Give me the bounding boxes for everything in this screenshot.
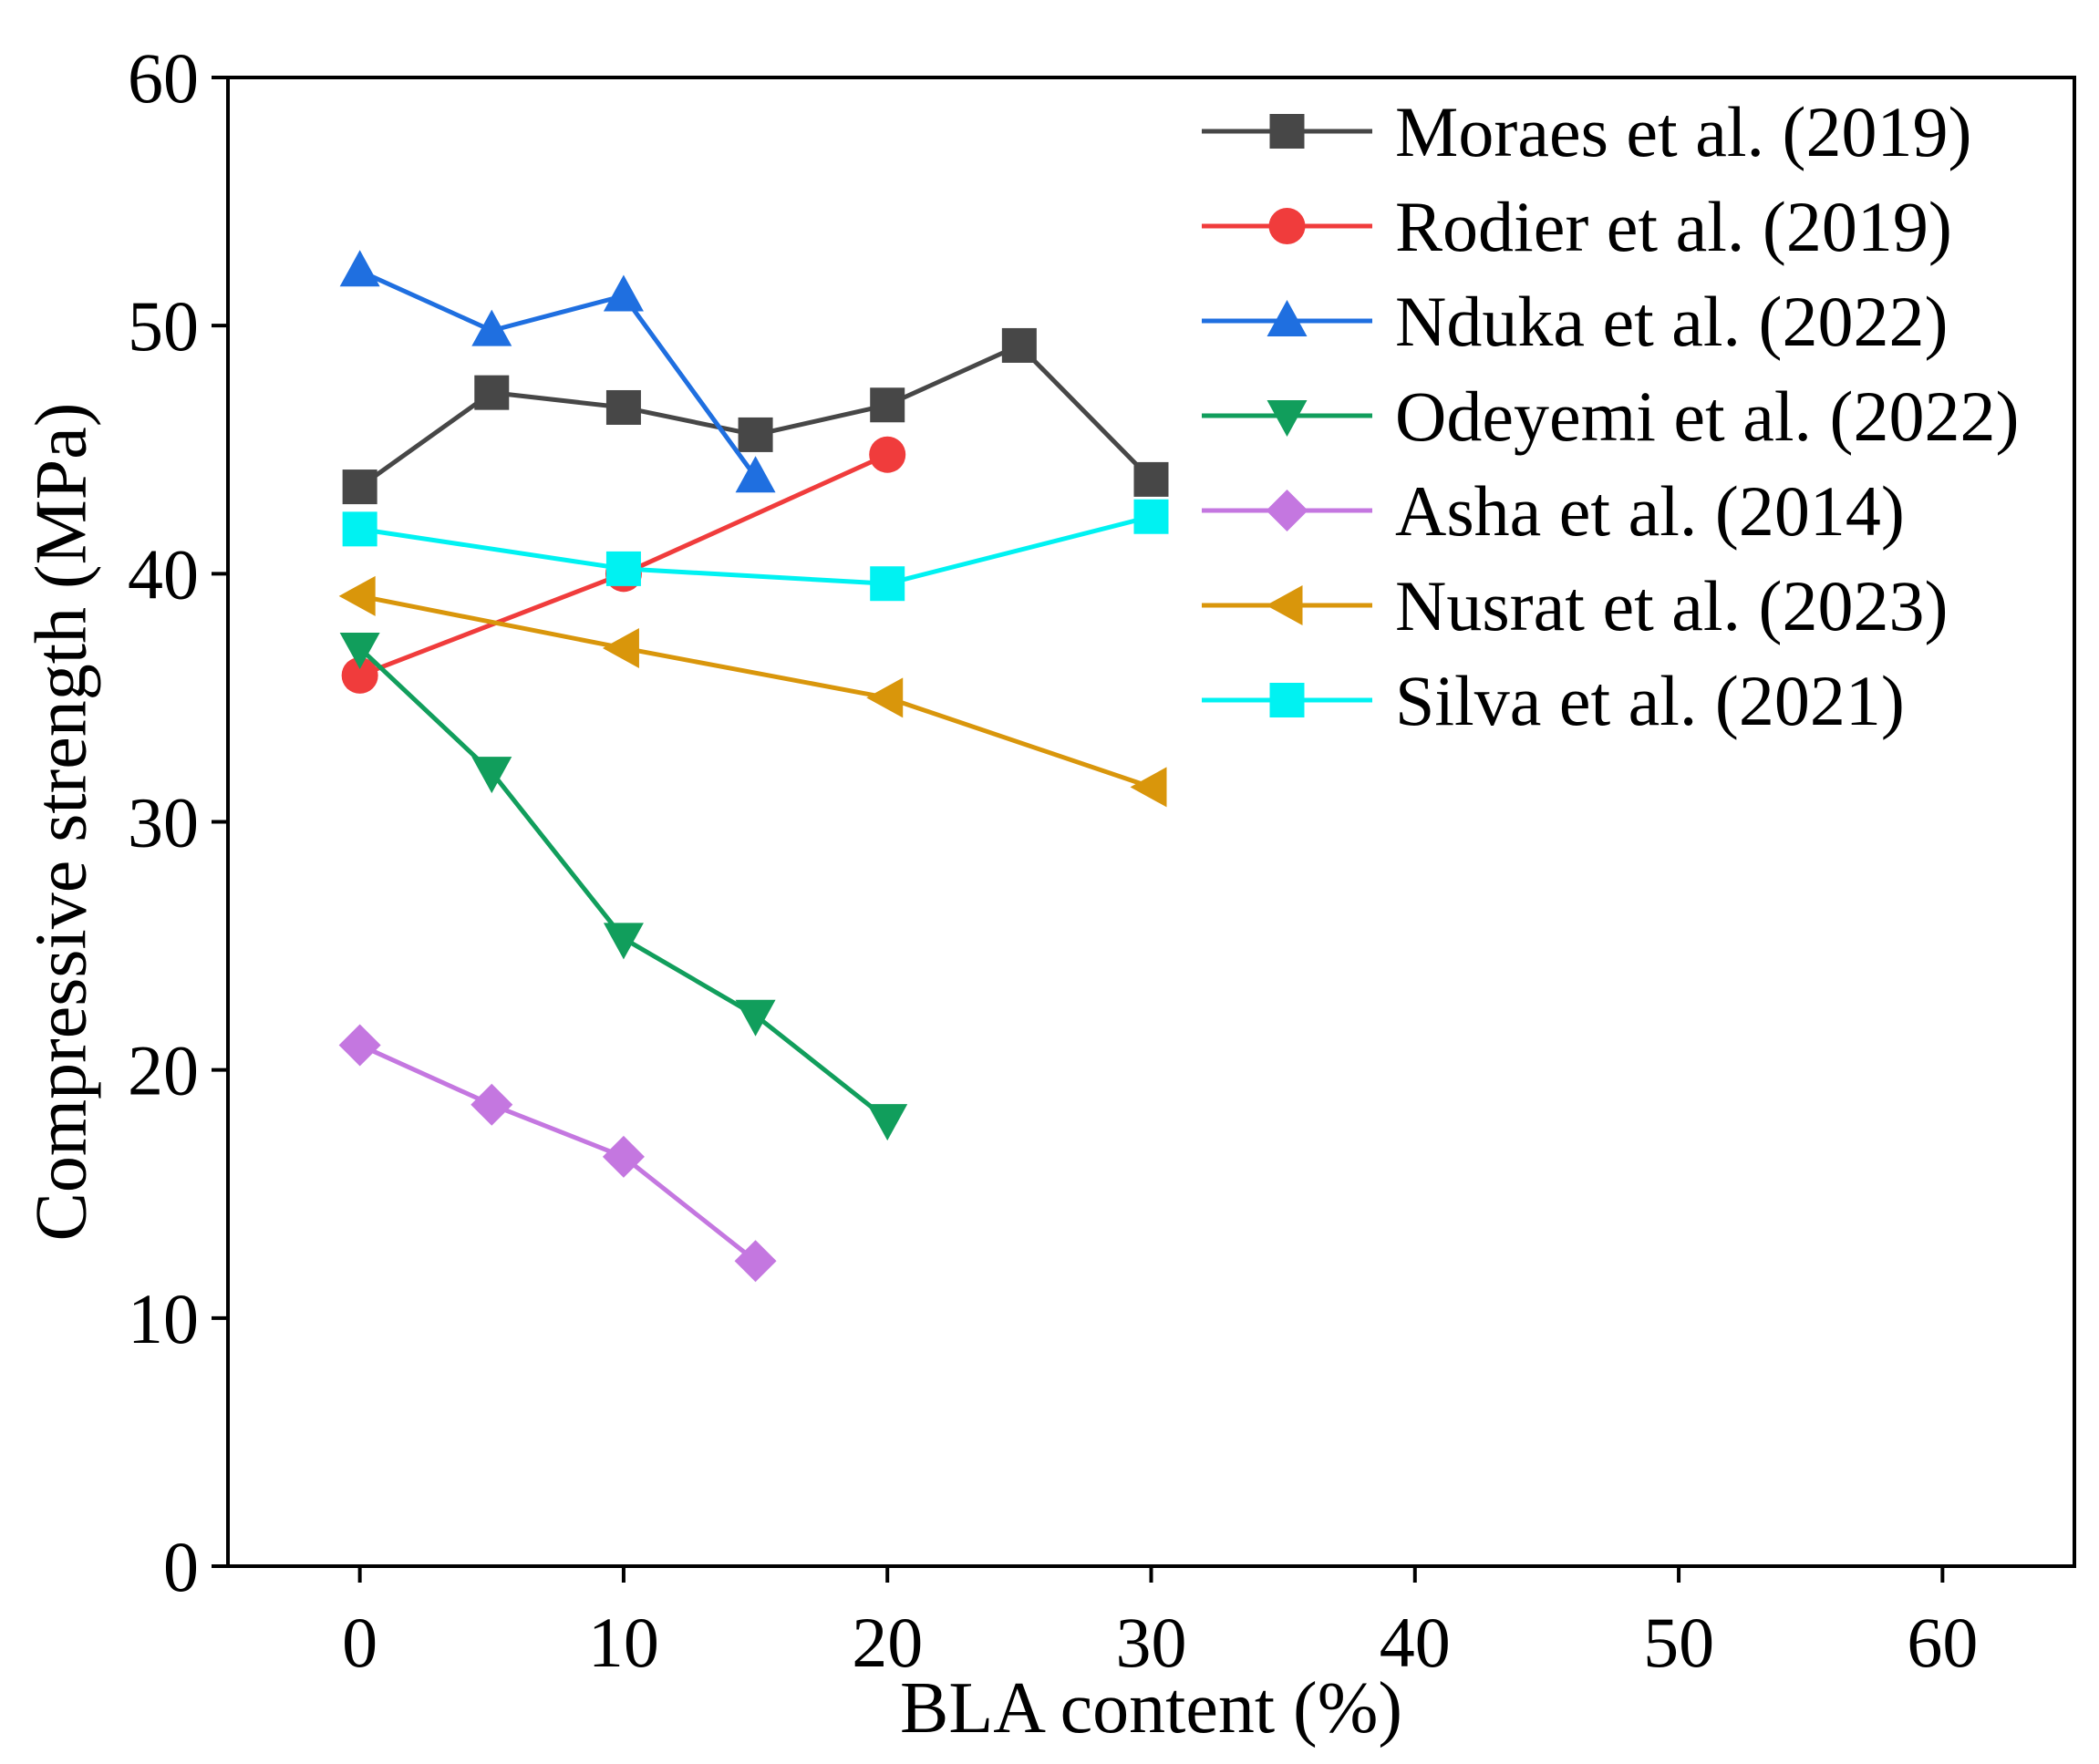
x-axis: 0 10 20 30 40 50 60 <box>342 1566 1978 1682</box>
data-point <box>602 1135 645 1178</box>
y-tick-label: 10 <box>128 1279 199 1358</box>
data-point <box>734 1240 777 1283</box>
legend-marker <box>1269 114 1305 149</box>
legend-item-3: Odeyemi et al. (2022) <box>1202 377 2019 456</box>
legend-item-2: Nduka et al. (2022) <box>1202 282 1948 361</box>
data-point <box>470 1083 513 1126</box>
data-point <box>338 1024 381 1067</box>
legend-marker <box>1267 300 1308 336</box>
legend-marker <box>1266 585 1303 625</box>
y-tick-label: 40 <box>128 534 199 614</box>
data-point <box>339 632 380 669</box>
x-tick-label: 50 <box>1643 1603 1714 1682</box>
data-point <box>471 757 512 794</box>
data-point <box>342 511 377 547</box>
y-tick-label: 0 <box>163 1527 199 1606</box>
x-tick-label: 20 <box>852 1603 923 1682</box>
legend-item-4: Asha et al. (2014) <box>1202 471 1905 551</box>
legend: Moraes et al. (2019) Rodier et al. (2019)… <box>1202 92 2019 740</box>
series-line <box>359 514 1153 586</box>
legend-marker <box>1269 683 1305 717</box>
series-line <box>359 593 1153 789</box>
data-point <box>738 417 773 452</box>
data-point <box>603 274 644 312</box>
x-tick-label: 40 <box>1380 1603 1451 1682</box>
legend-label: Nduka et al. (2022) <box>1395 282 1948 361</box>
y-tick-label: 50 <box>128 286 199 366</box>
data-point <box>867 1104 908 1141</box>
y-axis-title: Compressive strength (MPa) <box>21 403 101 1242</box>
data-point <box>605 551 641 586</box>
y-tick-label: 60 <box>128 38 199 118</box>
data-point <box>735 456 776 493</box>
y-tick-label: 20 <box>128 1031 199 1110</box>
legend-label: Moraes et al. (2019) <box>1395 92 1971 171</box>
legend-marker <box>1266 490 1308 531</box>
legend-item-0: Moraes et al. (2019) <box>1202 92 1971 171</box>
data-point <box>339 250 380 287</box>
data-point <box>735 999 776 1037</box>
data-point <box>603 923 644 960</box>
data-point <box>1133 461 1169 497</box>
series-0 <box>342 327 1169 505</box>
legend-item-1: Rodier et al. (2019) <box>1202 187 1952 266</box>
legend-label: Asha et al. (2014) <box>1395 471 1905 551</box>
series-layer <box>338 250 1169 1283</box>
y-tick-label: 30 <box>128 783 199 862</box>
data-point <box>338 575 376 616</box>
x-tick-label: 10 <box>588 1603 659 1682</box>
legend-label: Nusrat et al. (2023) <box>1395 566 1948 645</box>
legend-label: Odeyemi et al. (2022) <box>1395 377 2019 456</box>
x-axis-title: BLA content (%) <box>900 1668 1402 1749</box>
series-4 <box>338 1024 777 1283</box>
series-line <box>358 269 758 479</box>
series-2 <box>339 250 776 493</box>
data-point <box>1130 767 1167 808</box>
data-point <box>1001 327 1037 363</box>
series-3 <box>339 632 908 1141</box>
series-line <box>358 1043 758 1264</box>
data-point <box>474 375 510 410</box>
data-point <box>605 389 641 425</box>
series-5 <box>338 575 1167 808</box>
data-point <box>866 677 904 718</box>
x-tick-label: 30 <box>1116 1603 1187 1682</box>
data-point <box>870 566 905 602</box>
data-point <box>602 627 639 668</box>
data-point <box>869 436 906 473</box>
legend-label: Silva et al. (2021) <box>1395 661 1905 740</box>
data-point <box>471 309 512 346</box>
y-axis: 0 10 20 30 40 50 60 <box>128 38 228 1606</box>
x-tick-label: 60 <box>1907 1603 1978 1682</box>
legend-item-5: Nusrat et al. (2023) <box>1202 566 1948 645</box>
legend-item-6: Silva et al. (2021) <box>1202 661 1905 740</box>
data-point <box>341 656 378 694</box>
series-6 <box>342 499 1169 602</box>
data-point <box>870 387 905 423</box>
legend-label: Rodier et al. (2019) <box>1395 187 1952 266</box>
x-tick-label: 0 <box>342 1603 377 1682</box>
legend-marker <box>1268 208 1306 244</box>
legend-marker <box>1267 400 1308 437</box>
data-point <box>342 469 377 505</box>
data-point <box>1133 499 1169 534</box>
